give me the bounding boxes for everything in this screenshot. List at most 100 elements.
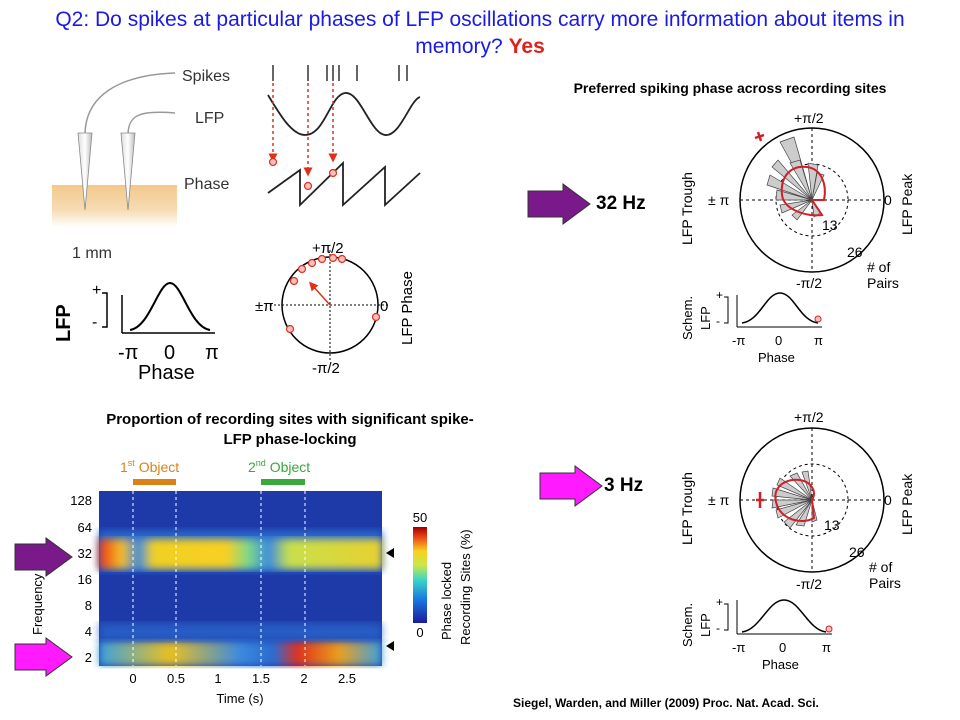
phase-histogram <box>766 136 825 221</box>
pairs-label-2: Pairs <box>867 275 899 291</box>
polar-panel-32hz: +π/2 -π/2 ± π 0 LFP Trough LFP Peak 13 2… <box>679 110 915 365</box>
mini-tick-neg-pi: -π <box>732 640 745 655</box>
tick-zero: 0 <box>164 342 175 364</box>
mini-tick-pi: π <box>822 640 831 655</box>
ytick-4: 4 <box>85 624 92 639</box>
lfp-label: LFP <box>195 110 224 127</box>
ytick-128: 128 <box>70 493 92 508</box>
radius-26-label: 26 <box>849 544 865 560</box>
proportion-heading-line2: LFP phase-locking <box>223 431 357 448</box>
lfp-peak-label: LFP Peak <box>899 473 915 535</box>
title-answer: Yes <box>508 35 545 58</box>
polar-right-label: 0 <box>884 192 892 208</box>
xtick-0.5: 0.5 <box>167 671 185 686</box>
lfp-plus: + <box>92 282 101 299</box>
lfp-minus: - <box>92 314 97 331</box>
radius-13-label: 13 <box>824 517 840 533</box>
schem-lfp-label: LFP <box>698 613 713 637</box>
xtick-1: 1 <box>214 671 221 686</box>
tick-neg-pi: -π <box>118 342 138 364</box>
electrode-wire <box>127 111 176 136</box>
colorbar <box>413 527 427 623</box>
electrode <box>120 132 136 211</box>
object1-bar <box>133 479 176 485</box>
preferred-phase-heading: Preferred spiking phase across recording… <box>573 80 887 96</box>
colorbar-min: 0 <box>416 625 423 640</box>
freq-label-32hz: 32 Hz <box>596 193 646 214</box>
arrow-32hz <box>527 183 591 225</box>
mini-tick-pi: π <box>814 333 823 348</box>
ytick-16: 16 <box>78 572 92 587</box>
mini-tick-zero: 0 <box>775 333 782 348</box>
polar-bottom-label: -π/2 <box>312 360 340 377</box>
polar-left-label: ± π <box>708 492 730 508</box>
phase-polar-plot: +π/2 -π/2 ±π 0 LFP Phase <box>255 240 416 377</box>
schem-lfp-plot: Schem. LFP + - -π 0 π Phase <box>680 288 823 365</box>
mini-phase-label: Phase <box>762 657 799 672</box>
phase-locking-heatmap: 1st Object 2nd Object 128 64 32 16 8 4 2… <box>30 458 473 706</box>
ytick-32: 32 <box>78 546 92 561</box>
mini-phase-label: Phase <box>758 350 795 365</box>
mini-minus: - <box>716 314 720 328</box>
title-question: Q2: Do spikes at particular phases of LF… <box>55 8 905 58</box>
phase-label: Phase <box>184 176 229 193</box>
schem-lfp-plot: Schem. LFP + - -π 0 π Phase <box>680 595 833 672</box>
mini-minus: - <box>716 621 720 635</box>
polar-top-label: +π/2 <box>794 110 824 126</box>
lfp-wave <box>267 92 421 136</box>
colorbar-label1: Phase locked <box>439 562 454 640</box>
colorbar-max: 50 <box>413 510 427 525</box>
xtick-0: 0 <box>129 671 136 686</box>
polar-bottom-label: -π/2 <box>796 576 822 592</box>
lfp-trough-label: LFP Trough <box>679 472 695 545</box>
ytick-64: 64 <box>78 520 92 535</box>
object2-label: 2nd Object <box>248 458 310 475</box>
polar-left-label: ± π <box>708 192 730 208</box>
ytick-2: 2 <box>85 650 92 665</box>
mini-tick-zero: 0 <box>779 640 786 655</box>
pairs-label-1: # of <box>867 259 890 275</box>
arrow-heatmap-2hz <box>14 637 73 677</box>
lfp-trough-label: LFP Trough <box>679 172 695 245</box>
proportion-heading: Proportion of recording sites with signi… <box>10 410 570 450</box>
slide-title: Q2: Do spikes at particular phases of LF… <box>20 6 940 60</box>
radius-26-label: 26 <box>847 244 863 260</box>
polar-panel-3hz: +π/2 -π/2 ± π 0 LFP Trough LFP Peak 13 2… <box>679 409 915 672</box>
polar-right-label: 0 <box>380 298 388 315</box>
radius-13-label: 13 <box>822 217 838 233</box>
xtick-1.5: 1.5 <box>252 671 270 686</box>
polar-top-label: +π/2 <box>794 409 824 425</box>
pairs-label-1: # of <box>869 559 892 575</box>
schem-label: Schem. <box>680 296 695 340</box>
polar-side-label: LFP Phase <box>399 271 416 345</box>
tick-pi: π <box>205 342 219 364</box>
electrode-wire <box>84 72 176 136</box>
proportion-heading-line1: Proportion of recording sites with signi… <box>106 411 474 428</box>
phase-sawtooth <box>267 160 421 208</box>
polar-top-label: +π/2 <box>312 240 344 257</box>
citation: Siegel, Warden, and Miller (2009) Proc. … <box>513 696 819 710</box>
schem-lfp-label: LFP <box>698 306 713 330</box>
scale-label: 1 mm <box>72 245 112 262</box>
arrow-3hz <box>539 465 603 507</box>
tissue-block <box>52 185 177 227</box>
marker-2hz <box>386 641 394 651</box>
lfp-phase-plot: LFP + - -π 0 π Phase <box>53 281 219 384</box>
heatmap-image <box>99 491 382 666</box>
freq-label-3hz: 3 Hz <box>604 475 644 496</box>
object2-bar <box>261 479 305 485</box>
phase-axis-label: Phase <box>138 362 195 384</box>
lfp-axis-label: LFP <box>53 304 75 342</box>
polar-left-label: ±π <box>255 298 274 315</box>
phase-histogram <box>771 470 818 529</box>
electrode <box>77 132 93 211</box>
heatmap-xlabel: Time (s) <box>216 691 263 706</box>
polar-right-label: 0 <box>884 492 892 508</box>
colorbar-label2: Recording Sites (%) <box>458 529 473 645</box>
spikes-label: Spikes <box>182 68 230 85</box>
xtick-2.5: 2.5 <box>338 671 356 686</box>
mini-plus: + <box>716 595 723 609</box>
schem-label: Schem. <box>680 603 695 647</box>
arrow-heatmap-32hz <box>14 537 73 577</box>
lfp-peak-label: LFP Peak <box>899 173 915 235</box>
